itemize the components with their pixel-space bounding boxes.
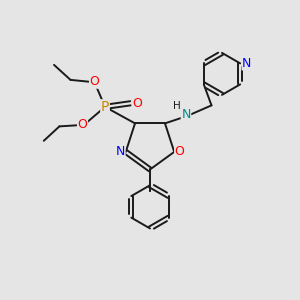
Text: N: N: [242, 57, 251, 70]
Text: N: N: [116, 146, 125, 158]
Text: O: O: [78, 118, 87, 131]
Text: O: O: [132, 97, 142, 110]
Text: P: P: [101, 100, 109, 114]
Text: H: H: [173, 101, 181, 111]
Text: N: N: [181, 108, 191, 121]
Text: O: O: [90, 75, 99, 88]
Text: O: O: [175, 146, 184, 158]
